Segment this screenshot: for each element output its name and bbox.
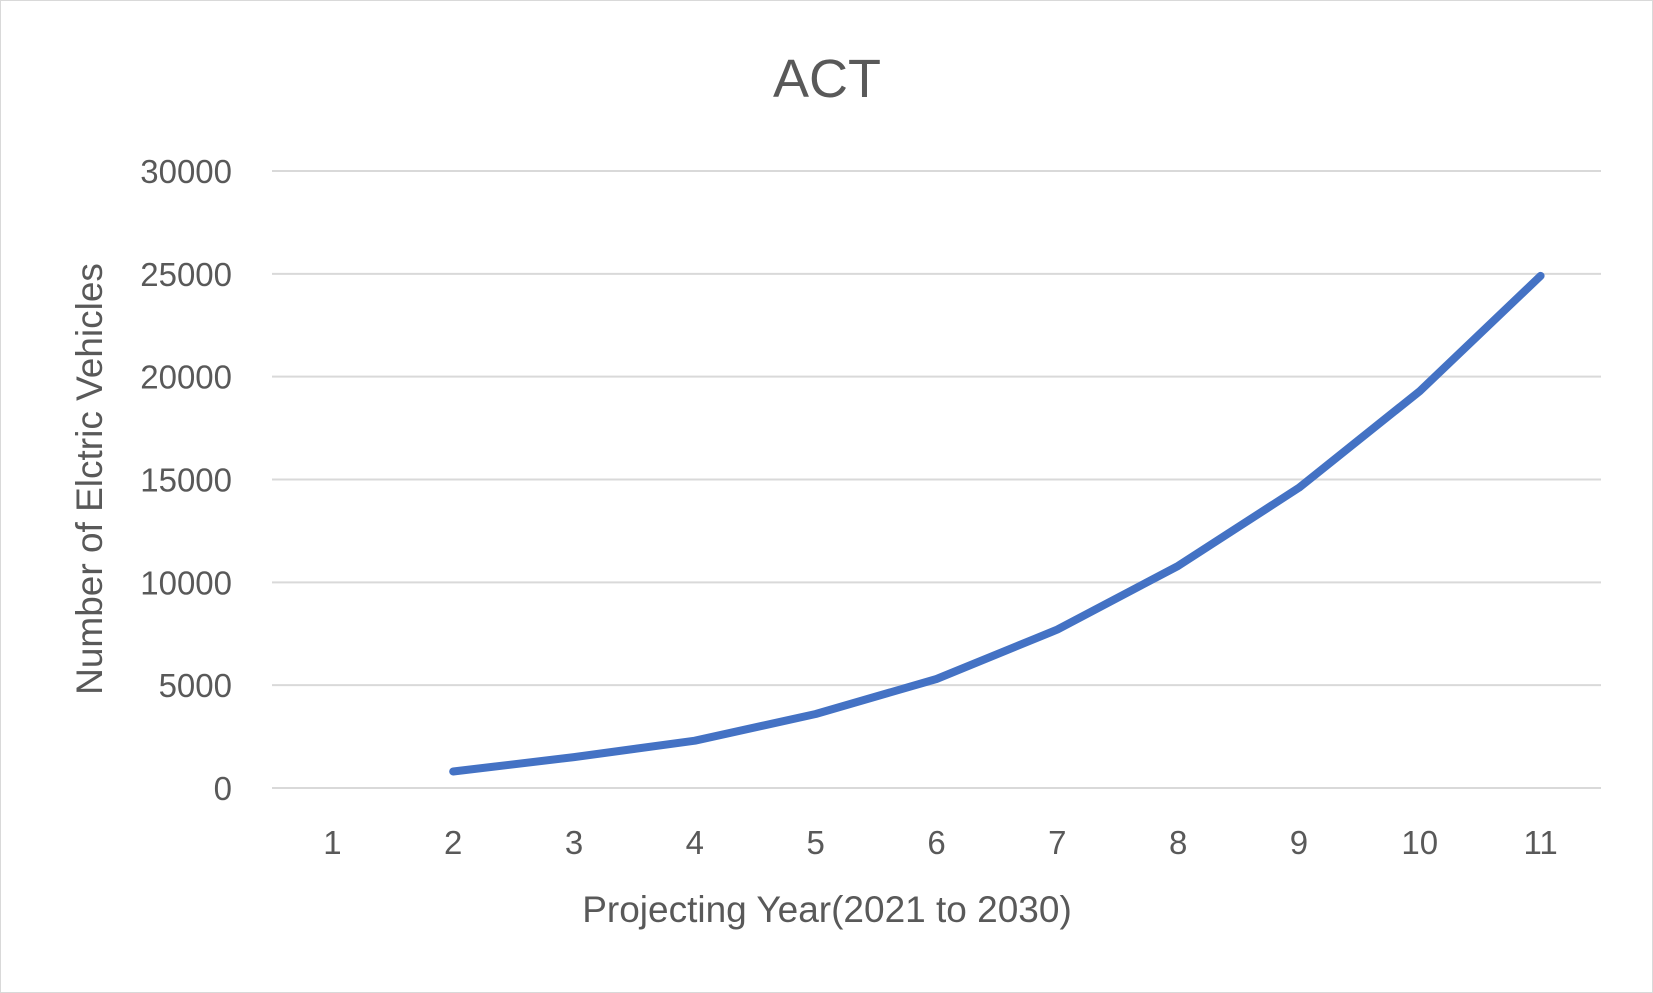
x-tick-label: 7 xyxy=(1048,824,1066,861)
x-tick-label: 8 xyxy=(1169,824,1187,861)
chart-title: ACT xyxy=(773,49,881,109)
x-axis-ticks: 1 2 3 4 5 6 7 8 9 10 11 xyxy=(323,824,1557,861)
x-tick-label: 2 xyxy=(444,824,462,861)
y-tick-label: 5000 xyxy=(159,667,232,704)
y-tick-label: 15000 xyxy=(140,462,232,499)
y-tick-label: 0 xyxy=(214,770,232,807)
x-axis-title: Projecting Year(2021 to 2030) xyxy=(582,889,1072,930)
x-tick-label: 10 xyxy=(1401,824,1438,861)
series-layer xyxy=(449,271,1545,776)
y-tick-label: 25000 xyxy=(140,256,232,293)
x-tick-label: 11 xyxy=(1523,824,1557,861)
series-line xyxy=(449,271,1545,776)
x-tick-label: 9 xyxy=(1290,824,1308,861)
y-axis-title: Number of Elctric Vehicles xyxy=(69,263,110,695)
gridlines xyxy=(272,170,1601,789)
y-tick-label: 30000 xyxy=(140,153,232,190)
x-tick-label: 6 xyxy=(927,824,945,861)
x-tick-label: 4 xyxy=(686,824,704,861)
y-tick-label: 20000 xyxy=(140,359,232,396)
x-tick-label: 1 xyxy=(323,824,341,861)
y-tick-label: 10000 xyxy=(140,564,232,601)
x-tick-label: 3 xyxy=(565,824,583,861)
y-axis-ticks: 0 5000 10000 15000 20000 25000 30000 xyxy=(140,153,232,807)
x-tick-label: 5 xyxy=(807,824,825,861)
